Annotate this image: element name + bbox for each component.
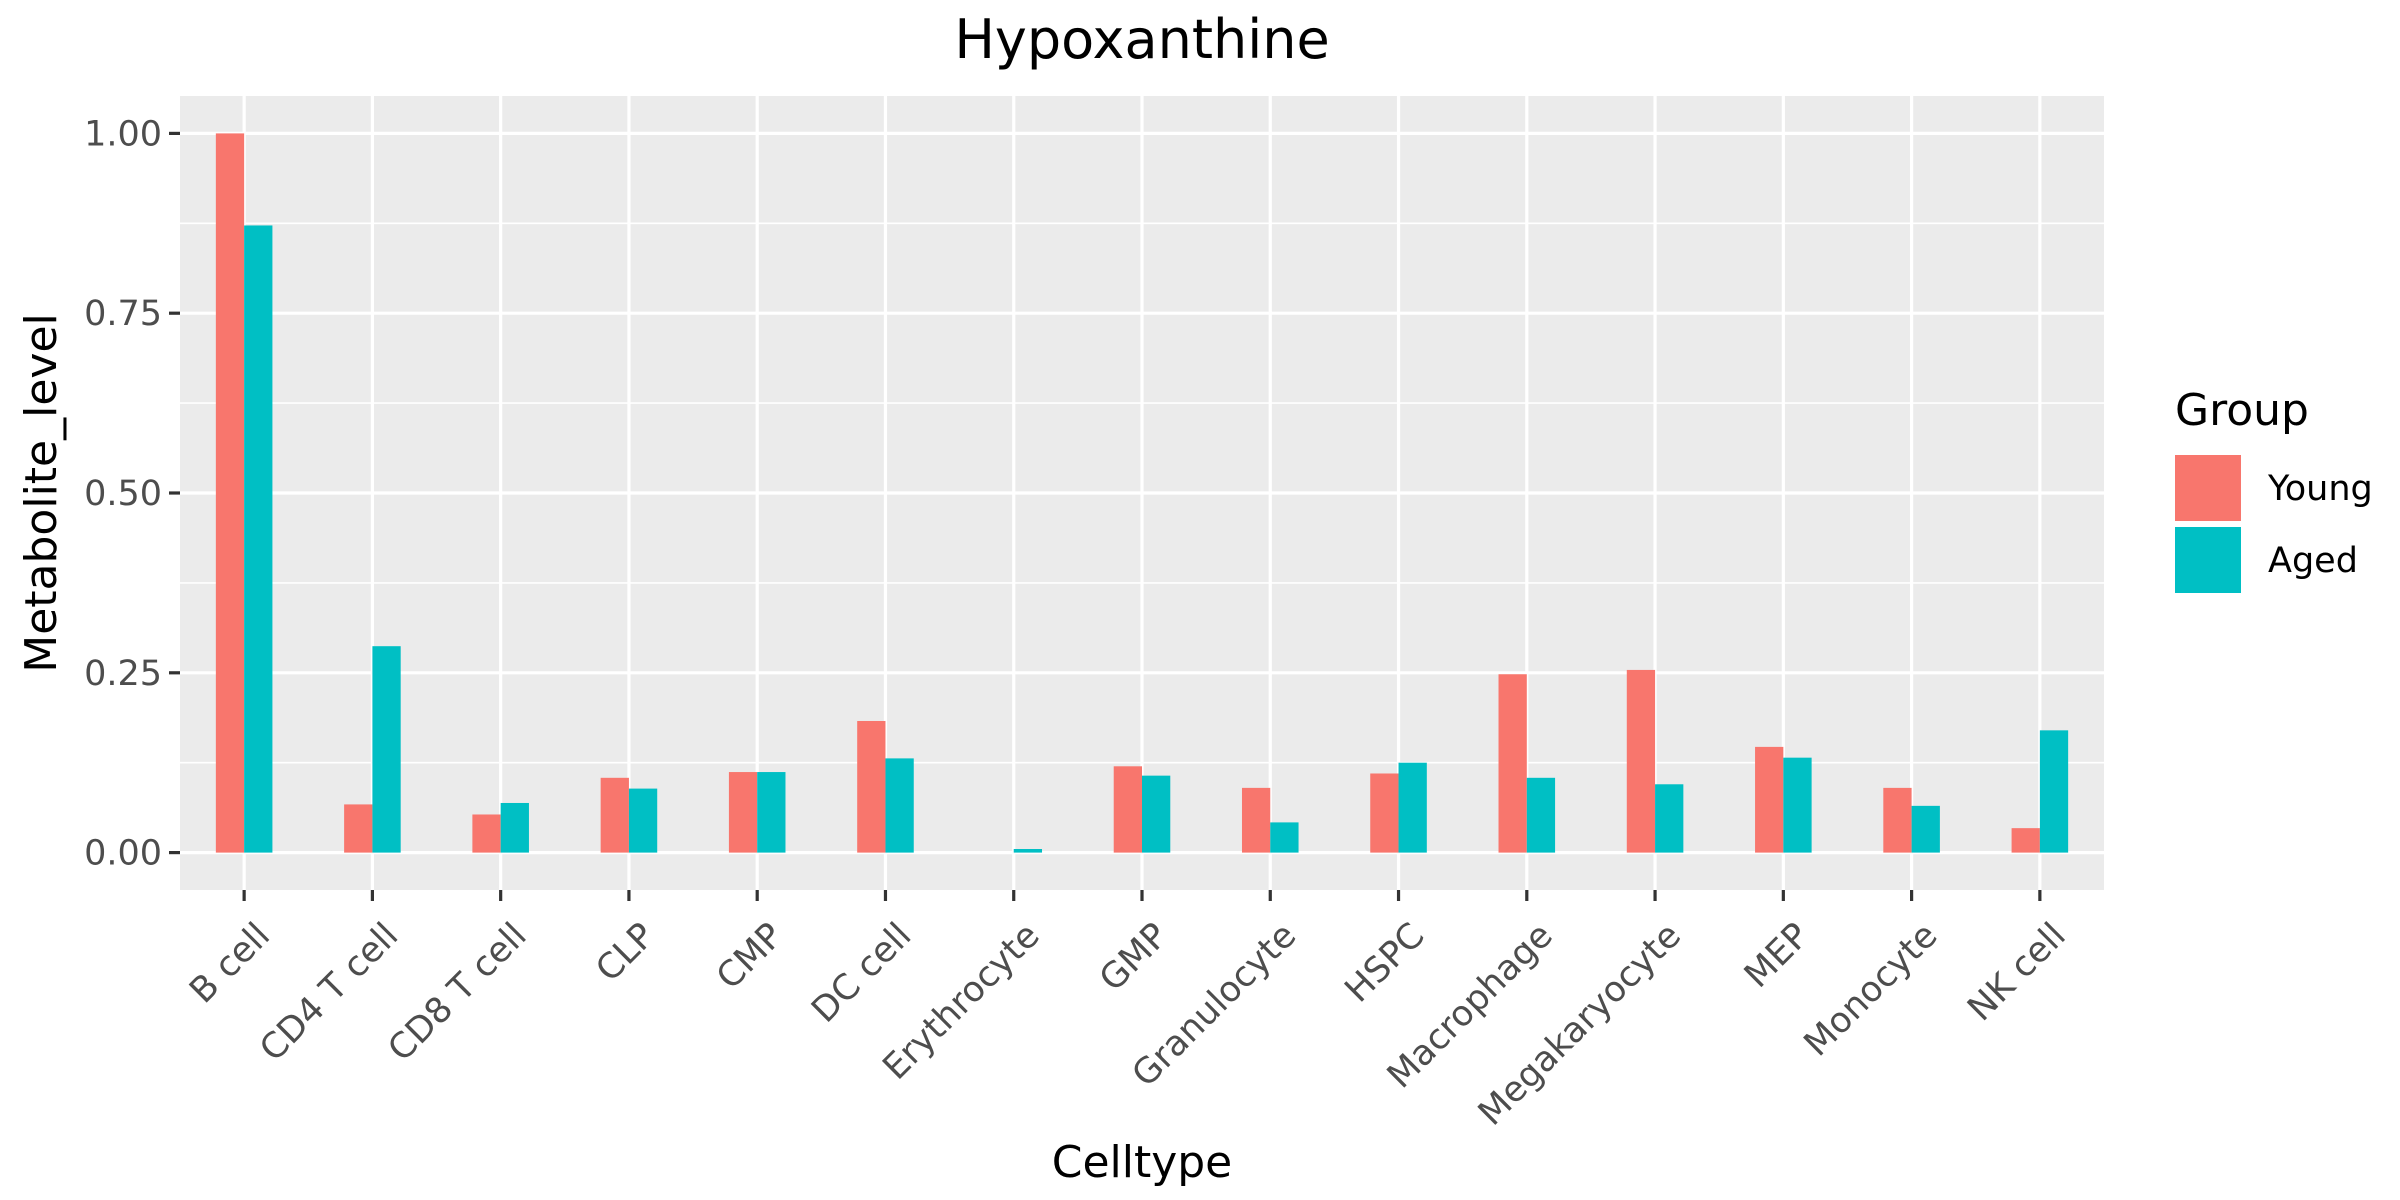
bar-young-nk-cell [2011, 828, 2040, 853]
bars [215, 133, 2069, 853]
bar-aged-megakaryocyte [1655, 784, 1684, 853]
bar-young-cmp [728, 772, 758, 853]
bar-aged-cd4-t-cell [372, 646, 401, 853]
bar-young-dc-cell [857, 720, 886, 853]
bar-aged-cmp [757, 772, 786, 853]
y-tick-label: 0.50 [84, 474, 162, 514]
bar-aged-clp [628, 788, 658, 853]
y-tick-label: 0.25 [84, 654, 162, 694]
bar-young-megakaryocyte [1626, 669, 1656, 853]
bar-aged-granulocyte [1270, 822, 1299, 853]
bar-young-b-cell [215, 133, 245, 853]
legend-label-aged: Aged [2268, 541, 2358, 581]
y-tick-label: 0.75 [84, 294, 162, 334]
legend-items: Young Aged [2175, 455, 2373, 593]
bar-aged-dc-cell [885, 758, 914, 853]
bar-young-hspc [1370, 773, 1399, 853]
legend-title: Group [2175, 385, 2309, 436]
bar-aged-mep [1783, 757, 1812, 853]
legend: Group Young Aged [2175, 385, 2373, 593]
y-tick-label: 1.00 [84, 114, 162, 154]
bar-aged-erythrocyte [1013, 849, 1043, 853]
bar-aged-b-cell [244, 225, 273, 853]
bar-aged-macrophage [1526, 777, 1556, 853]
bar-young-clp [600, 777, 629, 853]
y-tick-label: 0.00 [84, 834, 162, 874]
x-axis-title: Celltype [1052, 1137, 1233, 1188]
chart-title: Hypoxanthine [954, 8, 1329, 71]
bar-young-gmp [1113, 766, 1142, 853]
bar-young-cd4-t-cell [344, 804, 373, 853]
legend-key-young [2175, 455, 2241, 521]
bar-aged-cd8-t-cell [500, 802, 529, 853]
bar-aged-monocyte [1911, 805, 1940, 853]
y-axis-title: Metabolite_level [16, 313, 67, 673]
bar-aged-gmp [1142, 775, 1171, 853]
legend-label-young: Young [2267, 469, 2373, 509]
bar-aged-hspc [1398, 762, 1427, 853]
bar-aged-nk-cell [2039, 730, 2069, 853]
legend-key-aged [2175, 527, 2241, 593]
bar-young-monocyte [1883, 787, 1912, 853]
bar-young-mep [1755, 746, 1784, 853]
bar-young-cd8-t-cell [472, 814, 501, 853]
bar-young-macrophage [1498, 674, 1527, 853]
bar-young-granulocyte [1241, 787, 1271, 853]
